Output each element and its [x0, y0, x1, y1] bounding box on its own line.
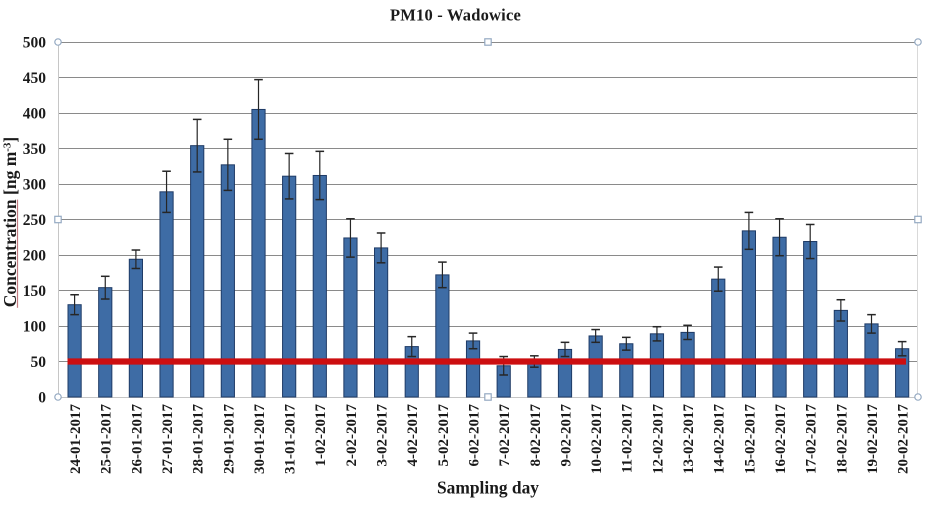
svg-text:26-01-2017: 26-01-2017	[129, 404, 145, 474]
svg-text:Concentration [ng m-3]: Concentration [ng m-3]	[0, 137, 20, 308]
svg-text:18-02-2017: 18-02-2017	[834, 404, 850, 474]
svg-text:50: 50	[31, 354, 47, 371]
svg-text:500: 500	[23, 35, 47, 52]
svg-text:3-02-2017: 3-02-2017	[375, 404, 391, 467]
svg-text:100: 100	[23, 319, 47, 336]
svg-text:9-02-2017: 9-02-2017	[558, 404, 574, 467]
svg-text:12-02-2017: 12-02-2017	[650, 404, 666, 474]
svg-text:17-02-2017: 17-02-2017	[804, 404, 820, 474]
svg-text:11-02-2017: 11-02-2017	[620, 404, 636, 474]
svg-text:25-01-2017: 25-01-2017	[99, 404, 115, 474]
svg-text:7-02-2017: 7-02-2017	[497, 404, 513, 467]
svg-text:10-02-2017: 10-02-2017	[589, 404, 605, 474]
svg-text:PM10 - Wadowice: PM10 - Wadowice	[390, 6, 521, 25]
svg-text:20-02-2017: 20-02-2017	[896, 404, 912, 474]
svg-text:4-02-2017: 4-02-2017	[405, 404, 421, 467]
svg-text:350: 350	[23, 141, 47, 158]
svg-text:30-01-2017: 30-01-2017	[252, 404, 268, 474]
svg-text:1-02-2017: 1-02-2017	[313, 404, 329, 467]
svg-text:450: 450	[23, 70, 47, 87]
svg-text:2-02-2017: 2-02-2017	[344, 404, 360, 467]
svg-text:400: 400	[23, 106, 47, 123]
svg-text:24-01-2017: 24-01-2017	[68, 404, 84, 474]
svg-text:31-01-2017: 31-01-2017	[283, 404, 299, 474]
svg-text:0: 0	[38, 390, 46, 407]
svg-text:19-02-2017: 19-02-2017	[865, 404, 881, 474]
svg-text:250: 250	[23, 212, 47, 229]
svg-text:27-01-2017: 27-01-2017	[160, 404, 176, 474]
svg-text:300: 300	[23, 177, 47, 194]
svg-text:15-02-2017: 15-02-2017	[742, 404, 758, 474]
svg-text:Sampling day: Sampling day	[437, 478, 539, 498]
svg-text:13-02-2017: 13-02-2017	[681, 404, 697, 474]
svg-text:29-01-2017: 29-01-2017	[221, 404, 237, 474]
svg-text:28-01-2017: 28-01-2017	[191, 404, 207, 474]
svg-text:14-02-2017: 14-02-2017	[712, 404, 728, 474]
svg-text:16-02-2017: 16-02-2017	[773, 404, 789, 474]
svg-text:5-02-2017: 5-02-2017	[436, 404, 452, 467]
svg-text:150: 150	[23, 283, 47, 300]
svg-text:8-02-2017: 8-02-2017	[528, 404, 544, 467]
svg-text:200: 200	[23, 248, 47, 265]
svg-text:6-02-2017: 6-02-2017	[466, 404, 482, 467]
